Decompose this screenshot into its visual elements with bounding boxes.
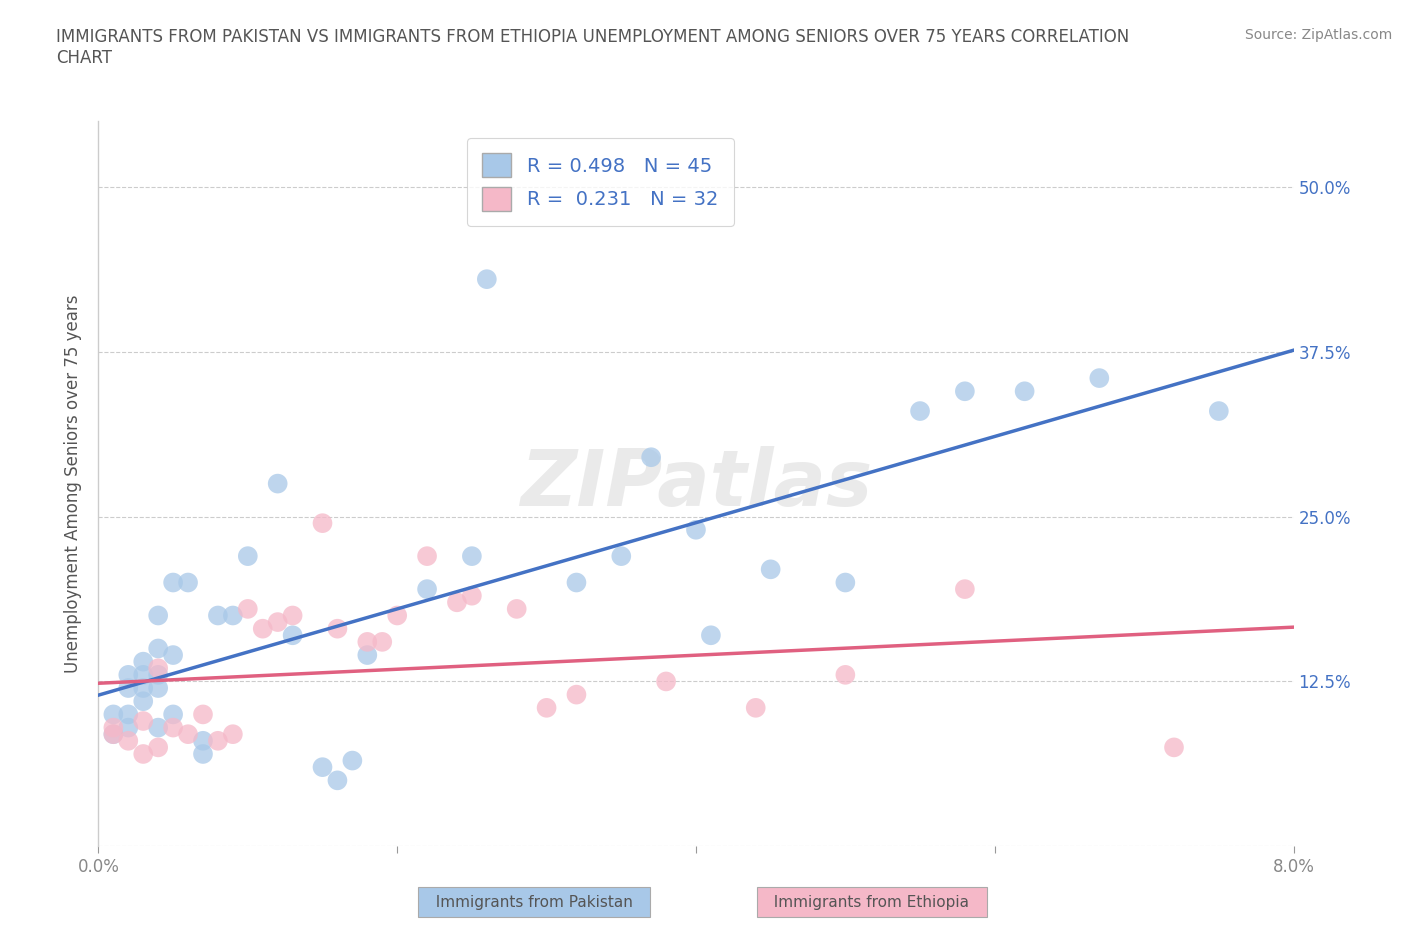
Text: Immigrants from Pakistan: Immigrants from Pakistan bbox=[426, 895, 643, 910]
Point bbox=[506, 602, 529, 617]
Point bbox=[311, 516, 333, 531]
Point bbox=[148, 668, 170, 683]
Point bbox=[356, 634, 378, 649]
Point bbox=[759, 562, 782, 577]
Point bbox=[281, 608, 304, 623]
Point bbox=[103, 726, 125, 741]
Point bbox=[908, 404, 931, 418]
Point bbox=[103, 707, 125, 722]
Point bbox=[267, 615, 290, 630]
Point bbox=[834, 575, 856, 590]
Point bbox=[132, 681, 155, 696]
Point bbox=[356, 647, 378, 662]
Point bbox=[177, 726, 200, 741]
Point bbox=[640, 450, 662, 465]
Point bbox=[191, 707, 214, 722]
Point bbox=[565, 575, 588, 590]
Point bbox=[103, 726, 125, 741]
Point bbox=[1208, 404, 1230, 418]
Point bbox=[222, 608, 245, 623]
Point bbox=[1014, 384, 1036, 399]
Point bbox=[236, 549, 259, 564]
Point bbox=[103, 720, 125, 735]
Point bbox=[207, 734, 229, 749]
Text: Source: ZipAtlas.com: Source: ZipAtlas.com bbox=[1244, 28, 1392, 42]
Point bbox=[207, 608, 229, 623]
Point bbox=[117, 668, 139, 683]
Point bbox=[191, 747, 214, 762]
Point bbox=[953, 581, 976, 596]
Point bbox=[132, 747, 155, 762]
Point bbox=[222, 726, 245, 741]
Point bbox=[461, 589, 484, 604]
Point bbox=[132, 694, 155, 709]
Point bbox=[117, 681, 139, 696]
Point bbox=[416, 581, 439, 596]
Point bbox=[132, 713, 155, 728]
Point bbox=[834, 668, 856, 683]
Point bbox=[281, 628, 304, 643]
Point bbox=[117, 707, 139, 722]
Point bbox=[745, 700, 768, 715]
Point bbox=[117, 734, 139, 749]
Point bbox=[148, 740, 170, 755]
Point bbox=[446, 595, 468, 610]
Point bbox=[236, 602, 259, 617]
Y-axis label: Unemployment Among Seniors over 75 years: Unemployment Among Seniors over 75 years bbox=[65, 295, 83, 672]
Text: Immigrants from Ethiopia: Immigrants from Ethiopia bbox=[765, 895, 979, 910]
Point bbox=[385, 608, 409, 623]
Point bbox=[461, 549, 484, 564]
Point bbox=[132, 668, 155, 683]
Point bbox=[162, 647, 184, 662]
Point bbox=[700, 628, 723, 643]
Point bbox=[326, 621, 349, 636]
Point bbox=[1088, 371, 1111, 386]
Point bbox=[655, 674, 678, 689]
Point bbox=[311, 760, 333, 775]
Point bbox=[148, 720, 170, 735]
Point bbox=[953, 384, 976, 399]
Text: ZIPatlas: ZIPatlas bbox=[520, 445, 872, 522]
Point bbox=[148, 681, 170, 696]
Point bbox=[342, 753, 364, 768]
Text: IMMIGRANTS FROM PAKISTAN VS IMMIGRANTS FROM ETHIOPIA UNEMPLOYMENT AMONG SENIORS : IMMIGRANTS FROM PAKISTAN VS IMMIGRANTS F… bbox=[56, 28, 1129, 67]
Point bbox=[252, 621, 274, 636]
Point bbox=[1163, 740, 1185, 755]
Point bbox=[191, 734, 214, 749]
Point bbox=[177, 575, 200, 590]
Point bbox=[475, 272, 498, 286]
Point bbox=[326, 773, 349, 788]
Point bbox=[162, 575, 184, 590]
Point bbox=[148, 661, 170, 676]
Point bbox=[117, 720, 139, 735]
Point bbox=[162, 720, 184, 735]
Point bbox=[685, 523, 707, 538]
Point bbox=[416, 549, 439, 564]
Point bbox=[162, 707, 184, 722]
Point bbox=[536, 700, 558, 715]
Point bbox=[565, 687, 588, 702]
Point bbox=[132, 654, 155, 669]
Legend: R = 0.498   N = 45, R =  0.231   N = 32: R = 0.498 N = 45, R = 0.231 N = 32 bbox=[467, 138, 734, 226]
Point bbox=[148, 641, 170, 656]
Point bbox=[371, 634, 394, 649]
Point bbox=[267, 476, 290, 491]
Point bbox=[148, 608, 170, 623]
Point bbox=[610, 549, 633, 564]
